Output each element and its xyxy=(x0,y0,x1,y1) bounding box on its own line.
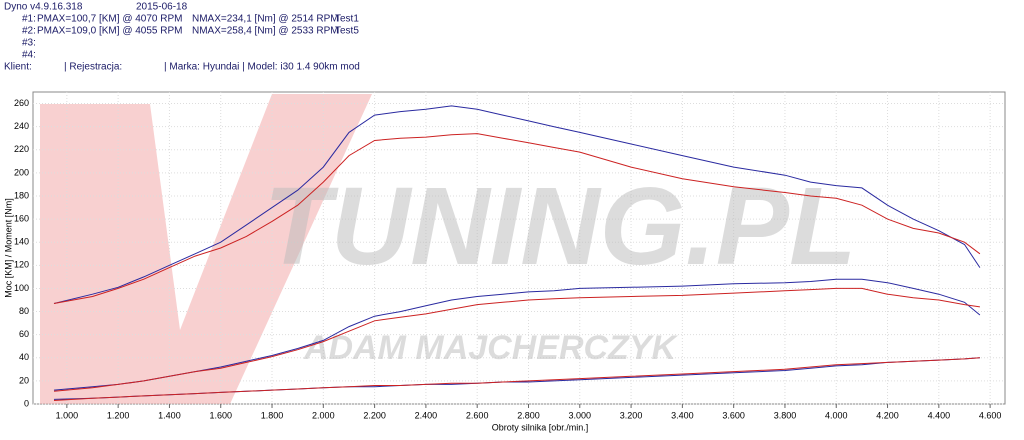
watermark: TUNING.PL xyxy=(264,165,857,288)
run-pmax: PMAX=109,0 [KM] @ 4055 RPM xyxy=(37,26,183,37)
registration: | Rejestracja: xyxy=(64,62,122,73)
x-tick-label: 4.000 xyxy=(825,410,848,420)
curve xyxy=(53,105,981,304)
watermark-v xyxy=(40,94,372,404)
x-tick-label: 3.800 xyxy=(774,410,797,420)
x-tick-label: 2.200 xyxy=(363,410,386,420)
y-tick-label: 120 xyxy=(14,260,29,270)
curve xyxy=(53,133,981,304)
run-pmax: PMAX=100,7 [KM] @ 4070 RPM xyxy=(37,14,183,25)
y-tick-label: 260 xyxy=(14,98,29,108)
program: Dyno v4.9.16.318 xyxy=(4,2,83,13)
run-id: #1: xyxy=(22,14,36,25)
x-tick-label: 1.800 xyxy=(261,410,284,420)
x-tick-label: 3.600 xyxy=(722,410,745,420)
run-nmax: NMAX=258,4 [Nm] @ 2533 RPM xyxy=(192,26,339,37)
run-name: Test1 xyxy=(335,14,359,25)
run-id: #3: xyxy=(22,38,36,49)
x-tick-label: 4.600 xyxy=(979,410,1002,420)
x-tick-label: 1.600 xyxy=(209,410,232,420)
x-tick-label: 4.200 xyxy=(876,410,899,420)
y-tick-label: 0 xyxy=(24,398,29,408)
x-tick-label: 2.000 xyxy=(312,410,335,420)
x-tick-label: 2.800 xyxy=(517,410,540,420)
y-tick-label: 160 xyxy=(14,213,29,223)
x-tick-label: 3.200 xyxy=(620,410,643,420)
x-tick-label: 2.400 xyxy=(415,410,438,420)
curve xyxy=(53,357,980,401)
y-axis-title: Moc [KM] / Moment [Nm] xyxy=(3,198,13,298)
watermark: ADAM MAJCHERCZYK xyxy=(303,329,679,367)
x-axis-title: Obroty silnika [obr./min.] xyxy=(492,422,589,432)
y-tick-label: 200 xyxy=(14,167,29,177)
x-tick-label: 3.400 xyxy=(671,410,694,420)
vehicle: | Marka: Hyundai | Model: i30 1.4 90km m… xyxy=(164,62,360,73)
run-nmax: NMAX=234,1 [Nm] @ 2514 RPM xyxy=(192,14,339,25)
y-tick-label: 60 xyxy=(19,329,29,339)
y-tick-label: 140 xyxy=(14,237,29,247)
x-tick-label: 3.000 xyxy=(569,410,592,420)
y-tick-label: 40 xyxy=(19,352,29,362)
client: Klient: xyxy=(4,62,32,73)
y-tick-label: 20 xyxy=(19,375,29,385)
y-tick-label: 220 xyxy=(14,144,29,154)
x-tick-label: 1.400 xyxy=(158,410,181,420)
x-tick-label: 2.600 xyxy=(466,410,489,420)
curve xyxy=(53,287,980,392)
y-tick-label: 80 xyxy=(19,306,29,316)
y-tick-label: 100 xyxy=(14,283,29,293)
run-id: #4: xyxy=(22,50,36,61)
run-name: Test5 xyxy=(335,26,359,37)
run-id: #2: xyxy=(22,26,36,37)
date: 2015-06-18 xyxy=(136,2,188,13)
y-tick-label: 180 xyxy=(14,190,29,200)
x-tick-label: 4.400 xyxy=(928,410,951,420)
y-tick-label: 240 xyxy=(14,121,29,131)
x-tick-label: 1.200 xyxy=(107,410,130,420)
x-tick-label: 1.000 xyxy=(56,410,79,420)
